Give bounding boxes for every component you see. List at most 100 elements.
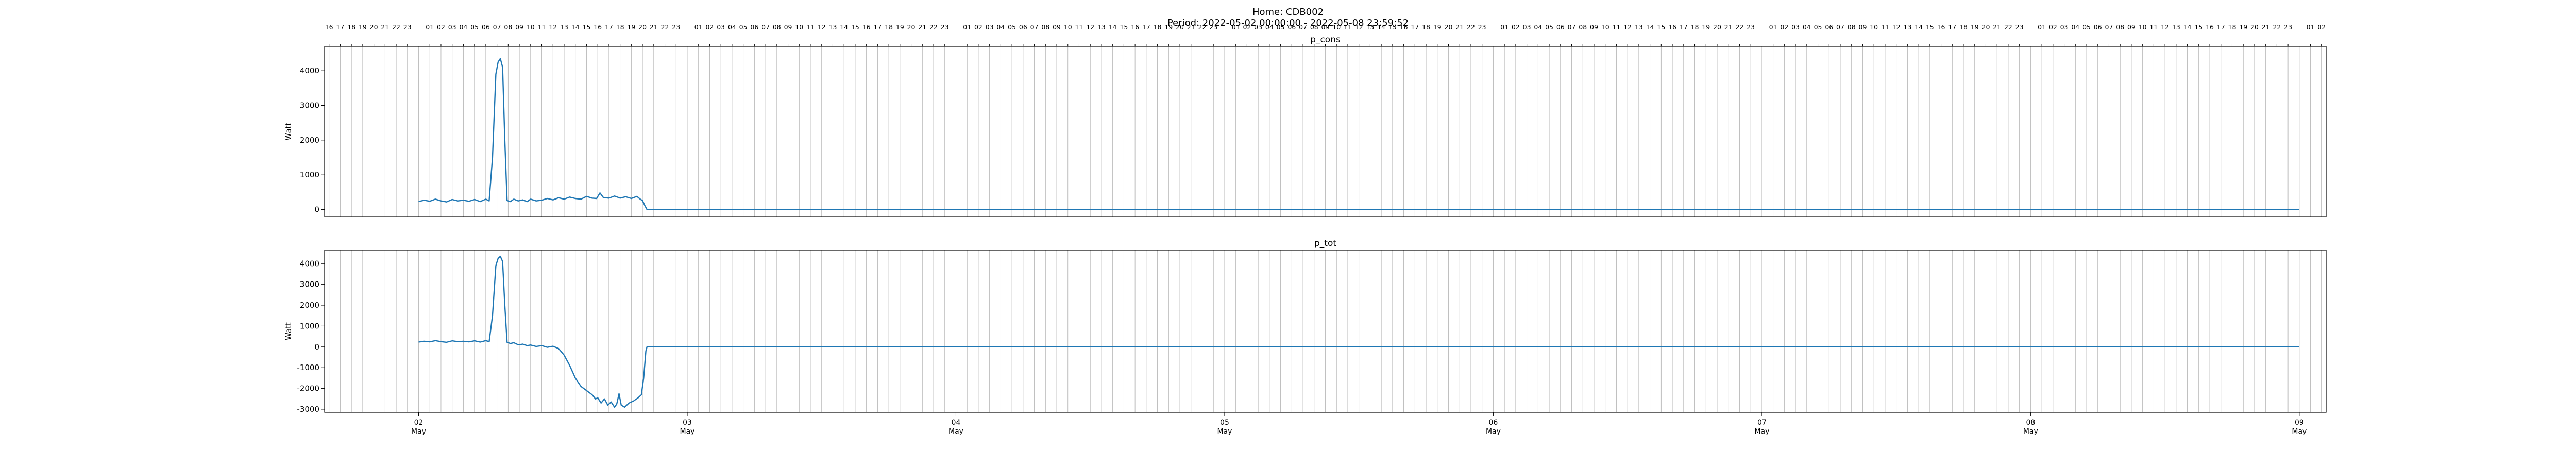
top-hour-tick-label: 23	[941, 23, 949, 31]
top-hour-tick-label: 20	[1445, 23, 1453, 31]
top-hour-tick-label: 02	[2317, 23, 2326, 31]
x-month-tick-label: May	[2023, 427, 2038, 436]
top-hour-tick-label: 07	[1030, 23, 1039, 31]
top-hour-tick-label: 08	[773, 23, 781, 31]
top-hour-tick-label: 18	[616, 23, 624, 31]
top-hour-tick-label: 21	[1993, 23, 2001, 31]
top-hour-tick-label: 12	[1623, 23, 1632, 31]
top-hour-tick-label: 09	[1859, 23, 1867, 31]
top-hour-tick-label: 07	[493, 23, 501, 31]
top-hour-tick-label: 10	[1870, 23, 1878, 31]
top-hour-tick-label: 07	[1299, 23, 1307, 31]
top-hour-tick-label: 19	[359, 23, 367, 31]
top-hour-tick-label: 05	[1277, 23, 1285, 31]
top-hour-tick-label: 22	[661, 23, 669, 31]
top-hour-tick-label: 15	[582, 23, 590, 31]
top-hour-tick-label: 11	[2149, 23, 2158, 31]
top-hour-tick-label: 11	[1612, 23, 1620, 31]
top-hour-tick-label: 14	[1646, 23, 1654, 31]
top-hour-tick-label: 07	[1568, 23, 1576, 31]
top-hour-tick-label: 17	[873, 23, 882, 31]
top-hour-tick-label: 04	[459, 23, 467, 31]
x-day-tick-label: 06	[1489, 419, 1498, 427]
top-hour-tick-label: 18	[885, 23, 893, 31]
top-hour-tick-label: 13	[2172, 23, 2180, 31]
top-hour-tick-label: 21	[650, 23, 658, 31]
top-hour-tick-label: 19	[896, 23, 904, 31]
y-tick-label: 0	[314, 342, 319, 352]
top-hour-tick-label: 03	[2060, 23, 2069, 31]
y-tick-label: -2000	[297, 384, 319, 393]
top-hour-tick-label: 06	[1825, 23, 1833, 31]
top-hour-tick-label: 23	[1209, 23, 1217, 31]
top-hour-tick-label: 14	[1109, 23, 1117, 31]
top-hour-tick-label: 15	[1120, 23, 1128, 31]
top-hour-tick-label: 07	[761, 23, 770, 31]
top-hour-tick-label: 21	[2262, 23, 2270, 31]
plot-frame	[324, 250, 2327, 413]
top-hour-tick-label: 05	[739, 23, 748, 31]
y-tick-label: -3000	[297, 405, 319, 414]
top-hour-tick-label: 16	[1937, 23, 1945, 31]
top-hour-tick-label: 06	[1556, 23, 1565, 31]
top-hour-tick-label: 16	[2206, 23, 2214, 31]
top-hour-tick-label: 17	[1948, 23, 1956, 31]
top-hour-tick-label: 02	[974, 23, 982, 31]
top-hour-tick-label: 05	[2082, 23, 2091, 31]
y-tick-label: 3000	[300, 280, 319, 289]
top-hour-tick-label: 15	[1657, 23, 1665, 31]
top-hour-tick-label: 04	[2071, 23, 2079, 31]
y-tick-label: 1000	[300, 321, 319, 330]
top-hour-tick-label: 13	[1635, 23, 1643, 31]
top-hour-tick-label: 09	[784, 23, 792, 31]
top-hour-tick-label: 10	[2139, 23, 2147, 31]
top-hour-tick-label: 18	[1422, 23, 1430, 31]
top-hour-tick-label: 10	[795, 23, 803, 31]
top-hour-tick-label: 11	[1344, 23, 1352, 31]
top-hour-tick-label: 03	[717, 23, 725, 31]
y-tick-label: 2000	[300, 136, 319, 145]
top-hour-tick-label: 13	[560, 23, 568, 31]
top-hour-tick-label: 05	[1814, 23, 1822, 31]
x-day-tick-label: 03	[683, 419, 692, 427]
top-hour-tick-label: 14	[1914, 23, 1923, 31]
top-hour-tick-label: 08	[1310, 23, 1318, 31]
top-hour-tick-label: 05	[1545, 23, 1553, 31]
top-hour-tick-label: 06	[2094, 23, 2102, 31]
top-hour-tick-label: 08	[2116, 23, 2124, 31]
top-hour-tick-label: 03	[448, 23, 456, 31]
x-month-tick-label: May	[948, 427, 963, 436]
top-hour-tick-label: 22	[392, 23, 400, 31]
top-hour-tick-label: 05	[470, 23, 479, 31]
y-tick-label: 0	[314, 205, 319, 214]
figure-home-title: Home: CDB002	[1252, 7, 1324, 18]
top-hour-tick-label: 10	[527, 23, 535, 31]
top-hour-tick-label: 11	[1881, 23, 1889, 31]
top-hour-tick-label: 22	[2004, 23, 2012, 31]
top-hour-tick-label: 14	[840, 23, 848, 31]
top-hour-tick-label: 20	[638, 23, 647, 31]
top-hour-tick-label: 19	[1164, 23, 1173, 31]
panel-title: p_tot	[1314, 238, 1336, 248]
top-hour-tick-label: 07	[2105, 23, 2113, 31]
top-hour-tick-label: 06	[750, 23, 758, 31]
top-hour-tick-label: 13	[829, 23, 837, 31]
top-hour-tick-label: 21	[918, 23, 926, 31]
top-hour-tick-label: 13	[1097, 23, 1106, 31]
top-hour-tick-label: 16	[1400, 23, 1408, 31]
top-hour-tick-label: 06	[1019, 23, 1027, 31]
top-hour-tick-label: 03	[986, 23, 994, 31]
top-hour-tick-label: 08	[504, 23, 512, 31]
top-hour-tick-label: 06	[1287, 23, 1296, 31]
top-hour-tick-label: 11	[806, 23, 815, 31]
top-hour-tick-label: 19	[1971, 23, 1979, 31]
top-hour-tick-label: 18	[347, 23, 355, 31]
top-hour-tick-label: 01	[963, 23, 971, 31]
top-hour-tick-label: 04	[1265, 23, 1274, 31]
top-hour-tick-label: 19	[2239, 23, 2247, 31]
x-month-tick-label: May	[680, 427, 695, 436]
x-day-tick-label: 08	[2026, 419, 2035, 427]
top-hour-tick-label: 01	[2038, 23, 2046, 31]
top-hour-tick-label: 17	[336, 23, 344, 31]
